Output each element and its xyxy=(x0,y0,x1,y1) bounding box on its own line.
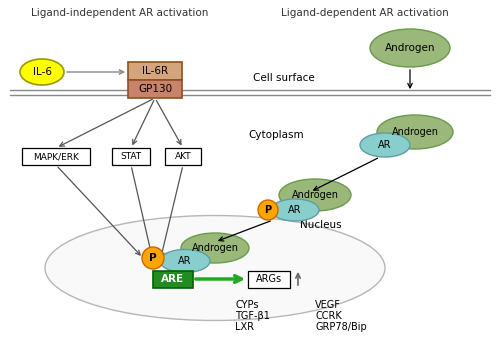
Bar xyxy=(165,148,201,165)
Text: Cell surface: Cell surface xyxy=(253,73,315,83)
Text: CCRK: CCRK xyxy=(315,311,342,321)
Text: VEGF: VEGF xyxy=(315,300,341,310)
Text: GRP78/Bip: GRP78/Bip xyxy=(315,322,367,332)
Text: ARE: ARE xyxy=(162,275,184,285)
Text: STAT: STAT xyxy=(120,152,142,161)
Ellipse shape xyxy=(370,29,450,67)
Ellipse shape xyxy=(45,215,385,320)
Bar xyxy=(22,148,90,165)
Ellipse shape xyxy=(271,199,319,221)
Ellipse shape xyxy=(258,200,278,220)
Ellipse shape xyxy=(142,247,164,269)
Ellipse shape xyxy=(377,115,453,149)
Text: MAPK/ERK: MAPK/ERK xyxy=(33,152,79,161)
Text: AR: AR xyxy=(288,205,302,215)
Text: TGF-β1: TGF-β1 xyxy=(235,311,270,321)
Bar xyxy=(248,271,290,288)
Ellipse shape xyxy=(279,179,351,211)
Text: Androgen: Androgen xyxy=(385,43,435,53)
Text: Androgen: Androgen xyxy=(192,243,238,253)
Text: P: P xyxy=(264,205,272,215)
Text: IL-6: IL-6 xyxy=(32,67,52,77)
Ellipse shape xyxy=(181,233,249,263)
Bar xyxy=(128,62,182,80)
Text: AR: AR xyxy=(378,140,392,150)
Text: Ligand-independent AR activation: Ligand-independent AR activation xyxy=(32,8,208,18)
Text: Nucleus: Nucleus xyxy=(300,220,342,230)
Text: AKT: AKT xyxy=(174,152,192,161)
Text: Androgen: Androgen xyxy=(292,190,339,200)
Text: Androgen: Androgen xyxy=(392,127,438,137)
Ellipse shape xyxy=(160,250,210,273)
Text: P: P xyxy=(149,253,157,263)
Text: CYPs: CYPs xyxy=(235,300,258,310)
Text: GP130: GP130 xyxy=(138,84,172,94)
Bar xyxy=(153,271,193,288)
Ellipse shape xyxy=(20,59,64,85)
Text: IL-6R: IL-6R xyxy=(142,66,168,76)
Text: Ligand-dependent AR activation: Ligand-dependent AR activation xyxy=(281,8,449,18)
Text: AR: AR xyxy=(178,256,192,266)
Text: ARGs: ARGs xyxy=(256,275,282,285)
Ellipse shape xyxy=(360,133,410,157)
Text: LXR: LXR xyxy=(235,322,254,332)
Bar xyxy=(128,80,182,98)
Text: Cytoplasm: Cytoplasm xyxy=(248,130,304,140)
Bar xyxy=(112,148,150,165)
